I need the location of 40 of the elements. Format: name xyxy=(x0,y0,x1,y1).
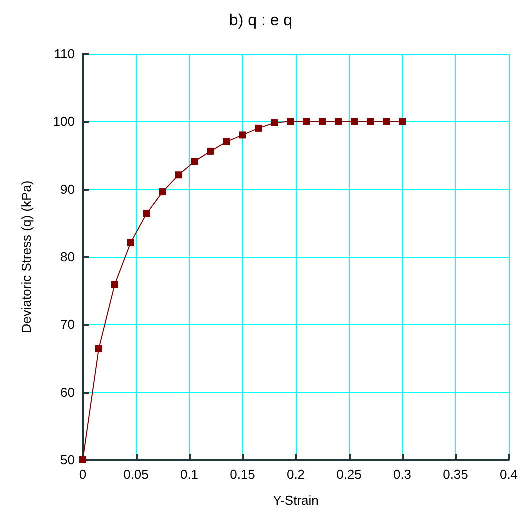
y-tick-label: 60 xyxy=(60,384,75,400)
x-tick-label: 0.05 xyxy=(124,467,149,482)
point xyxy=(223,138,230,146)
x-tick-label: 0.35 xyxy=(443,467,468,482)
point xyxy=(159,188,166,196)
y-tick-label: 70 xyxy=(60,317,75,332)
x-tick-label: 0.1 xyxy=(180,467,199,482)
y-tick-label: 110 xyxy=(54,46,75,62)
x-tick-label: 0.2 xyxy=(286,467,306,482)
point xyxy=(191,158,198,166)
y-tick-label: 80 xyxy=(60,250,75,264)
x-tick-label: 0.15 xyxy=(230,467,256,482)
point xyxy=(399,118,406,126)
point xyxy=(111,281,118,288)
point xyxy=(351,118,358,126)
point xyxy=(255,124,262,132)
chart-title: b) q : e q xyxy=(229,12,293,30)
point xyxy=(207,148,214,155)
point xyxy=(80,456,86,464)
y-axis-title: Deviatoric Stress (q) (kPa) xyxy=(19,180,34,334)
x-axis-title: Y-Strain xyxy=(273,493,319,508)
point xyxy=(127,239,134,246)
point xyxy=(303,118,310,126)
point xyxy=(335,118,342,126)
point xyxy=(143,210,150,218)
point xyxy=(271,120,278,127)
point xyxy=(367,118,374,126)
x-tick-label: 0.3 xyxy=(393,467,412,482)
y-tick-label: 50 xyxy=(60,452,75,468)
x-tick-label: 0 xyxy=(79,467,87,482)
y-tick-label: 90 xyxy=(60,182,75,197)
point xyxy=(319,118,326,126)
y-tick-label: 100 xyxy=(53,114,75,130)
x-tick-label: 0.25 xyxy=(336,467,362,482)
x-tick-label: 0.4 xyxy=(500,467,518,482)
point xyxy=(239,132,246,139)
point xyxy=(287,118,294,126)
point xyxy=(383,118,390,126)
point xyxy=(95,346,102,353)
point xyxy=(175,172,182,179)
